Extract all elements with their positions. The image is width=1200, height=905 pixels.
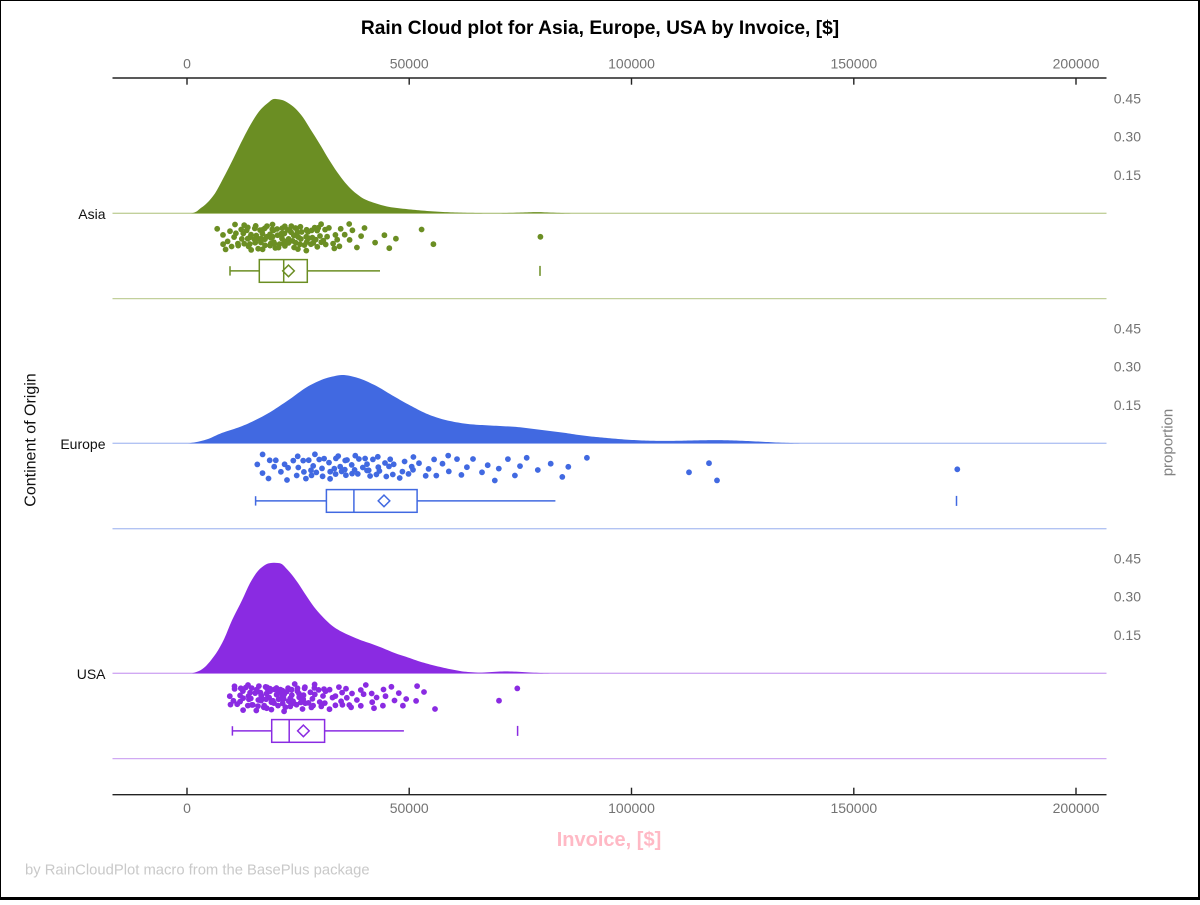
svg-text:0.30: 0.30 (1114, 129, 1141, 145)
svg-text:Continent of Origin: Continent of Origin (23, 373, 40, 506)
svg-text:0.15: 0.15 (1114, 397, 1141, 413)
svg-text:Europe: Europe (60, 436, 105, 452)
svg-text:100000: 100000 (608, 56, 655, 72)
svg-text:by RainCloudPlot macro from th: by RainCloudPlot macro from the BasePlus… (25, 863, 370, 879)
svg-text:USA: USA (77, 666, 106, 682)
svg-text:Rain Cloud plot for Asia, Euro: Rain Cloud plot for Asia, Europe, USA by… (361, 18, 839, 39)
svg-text:0.15: 0.15 (1114, 627, 1141, 643)
svg-text:0.45: 0.45 (1114, 90, 1141, 106)
svg-text:proportion: proportion (1160, 409, 1177, 477)
svg-text:Asia: Asia (78, 206, 105, 222)
svg-text:100000: 100000 (608, 800, 655, 816)
svg-text:0.45: 0.45 (1114, 320, 1141, 336)
svg-text:200000: 200000 (1053, 800, 1100, 816)
svg-text:Invoice, [$]: Invoice, [$] (557, 829, 661, 851)
svg-text:50000: 50000 (390, 56, 429, 72)
svg-text:0: 0 (183, 56, 191, 72)
svg-text:0.30: 0.30 (1114, 589, 1141, 605)
svg-text:0: 0 (183, 800, 191, 816)
svg-text:50000: 50000 (390, 800, 429, 816)
svg-text:150000: 150000 (830, 800, 877, 816)
svg-text:0.15: 0.15 (1114, 167, 1141, 183)
svg-text:150000: 150000 (830, 56, 877, 72)
svg-text:0.45: 0.45 (1114, 550, 1141, 566)
svg-text:200000: 200000 (1053, 56, 1100, 72)
svg-text:0.30: 0.30 (1114, 359, 1141, 375)
